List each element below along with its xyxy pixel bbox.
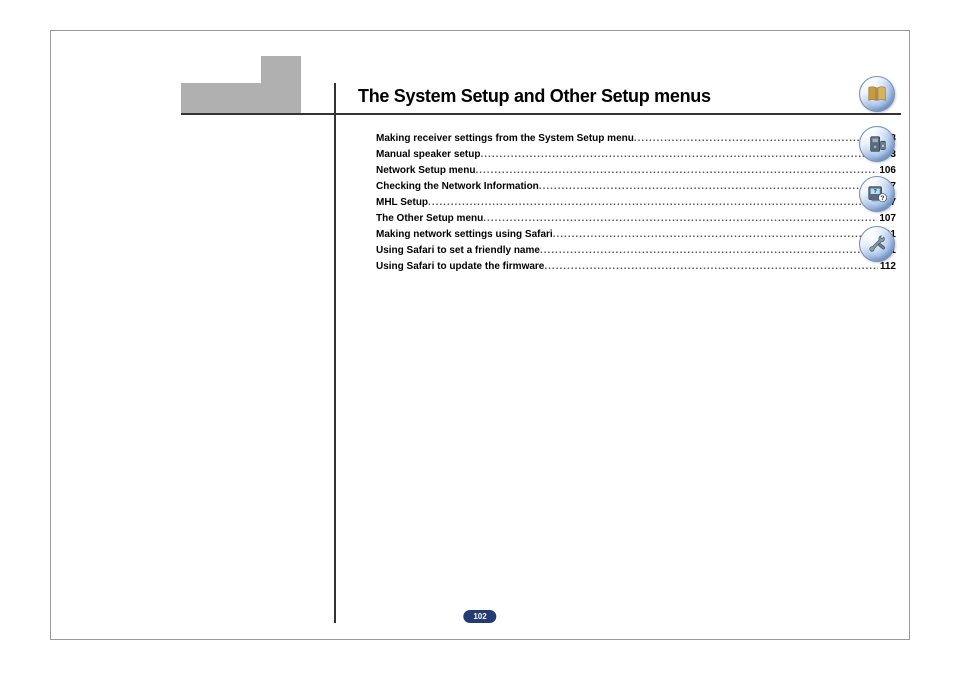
toc-label: Network Setup menu [376, 163, 475, 178]
toc-entry[interactable]: Making network settings using Safari111 [376, 227, 896, 242]
toc-label: Checking the Network Information [376, 179, 539, 194]
toc-leader-dots [553, 227, 879, 242]
toc-leader-dots [483, 211, 877, 226]
vertical-rule [334, 83, 336, 623]
toc-label: MHL Setup [376, 195, 428, 210]
table-of-contents: Making receiver settings from the System… [376, 131, 896, 275]
chapter-tab-top [261, 56, 301, 83]
toc-label: Making receiver settings from the System… [376, 131, 634, 146]
horizontal-rule [181, 113, 901, 115]
device-icon[interactable] [859, 126, 895, 162]
toc-entry[interactable]: The Other Setup menu107 [376, 211, 896, 226]
toc-label: Using Safari to set a friendly name [376, 243, 540, 258]
sidebar-nav-icons: ?? [859, 76, 895, 262]
toc-entry[interactable]: Making receiver settings from the System… [376, 131, 896, 146]
toc-label: Making network settings using Safari [376, 227, 553, 242]
toc-leader-dots [428, 195, 877, 210]
toc-entry[interactable]: MHL Setup107 [376, 195, 896, 210]
toc-leader-dots [539, 179, 878, 194]
toc-entry[interactable]: Using Safari to update the firmware112 [376, 259, 896, 274]
tools-icon[interactable] [859, 226, 895, 262]
svg-text:?: ? [881, 195, 885, 202]
toc-label: Manual speaker setup [376, 147, 480, 162]
toc-entry[interactable]: Using Safari to set a friendly name111 [376, 243, 896, 258]
toc-entry[interactable]: Network Setup menu106 [376, 163, 896, 178]
toc-leader-dots [475, 163, 877, 178]
toc-leader-dots [480, 147, 877, 162]
chapter-tab-main [181, 83, 301, 113]
toc-leader-dots [634, 131, 877, 146]
toc-label: The Other Setup menu [376, 211, 483, 226]
toc-leader-dots [540, 243, 878, 258]
page-number-badge: 102 [463, 610, 496, 623]
toc-label: Using Safari to update the firmware [376, 259, 544, 274]
help-icon[interactable]: ?? [859, 176, 895, 212]
chapter-title: The System Setup and Other Setup menus [358, 86, 711, 107]
toc-entry[interactable]: Checking the Network Information107 [376, 179, 896, 194]
manual-page: The System Setup and Other Setup menus M… [50, 30, 910, 640]
toc-leader-dots [544, 259, 877, 274]
toc-entry[interactable]: Manual speaker setup103 [376, 147, 896, 162]
book-icon[interactable] [859, 76, 895, 112]
